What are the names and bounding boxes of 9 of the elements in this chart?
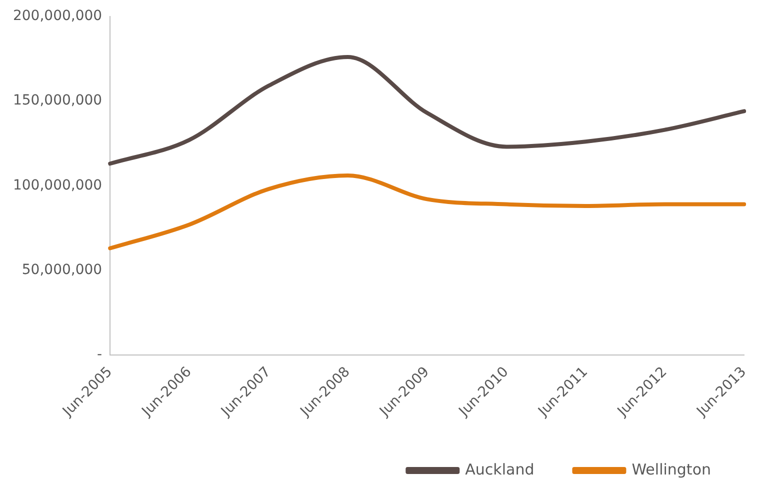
- y-tick-label: 50,000,000: [22, 262, 102, 278]
- legend-label: Auckland: [465, 460, 534, 478]
- y-tick-label: 200,000,000: [12, 8, 102, 24]
- y-tick-label: -: [97, 346, 102, 363]
- legend-label: Wellington: [632, 460, 712, 478]
- line-series: [108, 55, 746, 166]
- y-tick-label: 100,000,000: [12, 177, 102, 194]
- y-tick-label: 150,000,000: [12, 92, 102, 109]
- line-series: [108, 173, 746, 250]
